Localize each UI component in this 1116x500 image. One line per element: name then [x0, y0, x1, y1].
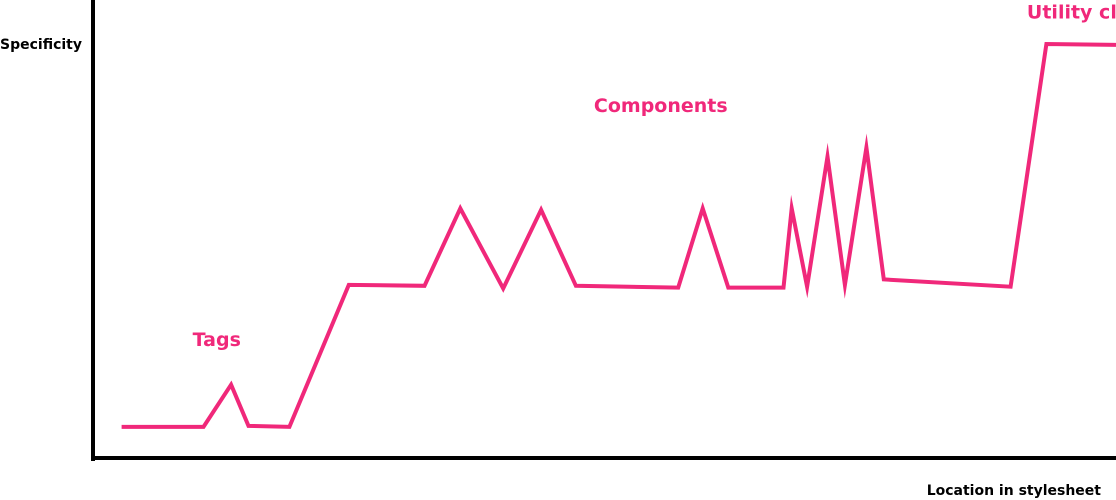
annotation-components: Components — [594, 95, 728, 117]
annotation-tags: Tags — [193, 329, 241, 351]
y-axis-label: Specificity — [0, 37, 82, 53]
annotation-utility-classes: Utility classes — [1027, 1, 1116, 23]
x-axis-label: Location in stylesheet — [927, 483, 1102, 499]
annotations: Tags Components Utility classes — [193, 1, 1116, 351]
specificity-line — [121, 41, 1116, 429]
